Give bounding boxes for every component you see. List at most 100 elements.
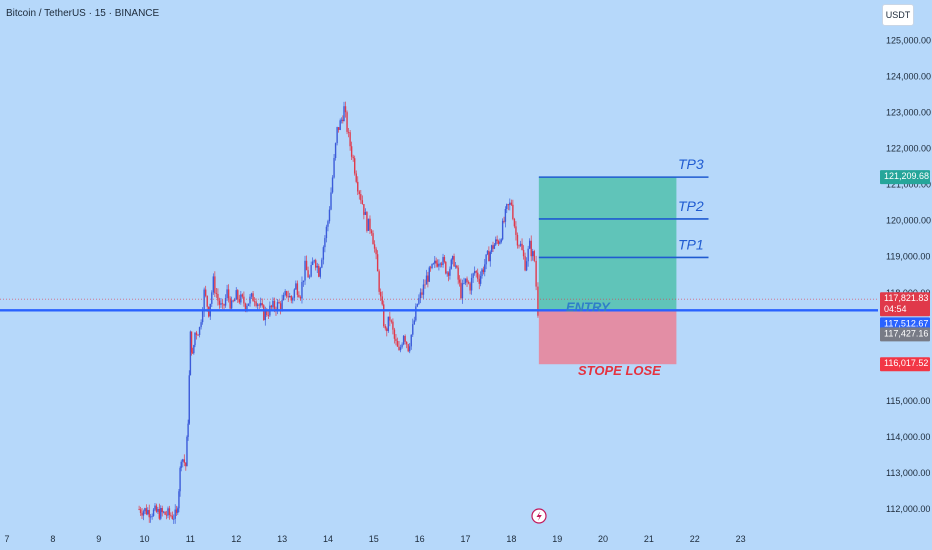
candle-body [149, 516, 152, 518]
candle-body [327, 221, 329, 227]
candle-body [407, 344, 409, 352]
candle-body [521, 243, 523, 250]
candle-body [425, 275, 428, 285]
candle-body [235, 290, 237, 300]
candle-body [492, 245, 494, 249]
candle-body [189, 331, 192, 376]
candle-body [369, 218, 371, 231]
candle-body [158, 509, 161, 519]
candle-body [446, 272, 448, 274]
candle-body [165, 514, 168, 516]
candle-body [221, 303, 224, 305]
candle-body [187, 423, 189, 437]
price-tick-label: 122,000.00 [886, 144, 931, 154]
candle-body [499, 242, 501, 244]
lightning-event-icon[interactable] [531, 508, 547, 524]
candle-body [440, 263, 443, 265]
candle-body [442, 257, 444, 265]
candle-body [493, 244, 496, 249]
stop-price-badge-bg [880, 357, 930, 372]
candle-body [293, 289, 296, 298]
date-tick-label: 10 [140, 534, 150, 544]
candle-body [342, 119, 344, 122]
price-axis[interactable]: 112,000.00 113,000.00 114,000.00 115,000.00… [886, 36, 931, 514]
candle-body [396, 341, 399, 347]
candle-body [232, 300, 234, 302]
candle-body [372, 233, 374, 245]
candle-body [399, 347, 402, 351]
date-tick-label: 17 [460, 534, 470, 544]
candle-body [229, 298, 231, 309]
candle-body [218, 300, 221, 305]
current-price-badge-bg [880, 292, 930, 317]
candle-body [509, 202, 511, 206]
candle-body [270, 305, 273, 308]
candle-body [266, 310, 268, 316]
symbol-title: Bitcoin / TetherUS · 15 · BINANCE [6, 8, 160, 19]
loss-zone [538, 310, 677, 365]
candle-body [162, 511, 165, 513]
candle-body [390, 320, 393, 322]
candle-body [482, 269, 485, 273]
candle-body [174, 509, 176, 519]
candle-body [282, 295, 285, 301]
candle-body [305, 260, 308, 271]
candle-body [261, 303, 263, 306]
candle-body [301, 282, 303, 299]
candle-body [432, 263, 435, 265]
candle-body [367, 218, 370, 231]
candle-body [353, 158, 356, 174]
candle-body [357, 181, 359, 192]
candle-body [139, 509, 142, 514]
candle-body [264, 310, 266, 321]
date-tick-label: 7 [4, 534, 9, 544]
price-tick-label: 115,000.00 [886, 396, 930, 406]
gray-price-badge-bg [880, 327, 930, 342]
candle-body [316, 265, 318, 268]
candle-body [250, 293, 253, 297]
candle-body [501, 220, 504, 240]
candle-body [395, 338, 397, 342]
time-axis[interactable]: 7 8 9 10 11 12 13 14 15 16 17 18 19 20 21 22 23 [4, 534, 745, 544]
candle-body [190, 331, 193, 353]
candle-body [383, 304, 385, 327]
candle-body [443, 257, 446, 262]
candle-body [349, 132, 351, 147]
candle-body [376, 254, 379, 272]
currency-button[interactable]: USDT [882, 4, 914, 26]
candle-body [472, 273, 474, 278]
candle-body [464, 278, 467, 284]
candle-body [204, 289, 207, 296]
candle-body [255, 301, 257, 306]
candle-body [148, 510, 150, 518]
candle-body [142, 511, 145, 516]
candle-body [246, 305, 248, 310]
candle-body [220, 303, 222, 305]
level-lines [0, 176, 878, 312]
candle-body [333, 158, 335, 178]
candle-body [458, 279, 461, 283]
candle-body [295, 283, 297, 290]
candle-body [324, 238, 326, 248]
candle-body [330, 192, 332, 210]
candle-body [144, 508, 146, 512]
tp3-price-badge: 121,209.68 [880, 170, 930, 185]
date-tick-label: 11 [186, 534, 195, 544]
candle-body [346, 112, 348, 132]
candle-body [435, 260, 437, 264]
candle-body [370, 230, 373, 234]
candle-body [296, 283, 299, 295]
tp3-price-badge-bg [880, 170, 930, 185]
candle-body [203, 289, 205, 312]
candle-body [481, 269, 483, 277]
candle-body [347, 131, 350, 133]
candle-body [211, 292, 213, 304]
candle-body [276, 302, 279, 312]
candle-body [470, 277, 473, 291]
candle-body [486, 250, 489, 255]
candle-body [392, 321, 394, 330]
candle-body [287, 296, 289, 298]
candle-body [173, 518, 175, 520]
